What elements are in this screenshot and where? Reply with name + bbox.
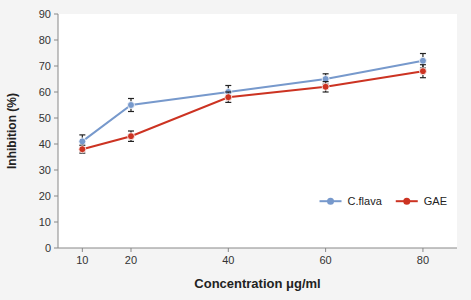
chart: 10 20 40 60 80 0 10 20 30 40 50 60 70 80 90 Concentrati… (0, 0, 471, 300)
y-tick-label: 50 (39, 112, 51, 124)
error-bar-cap (323, 81, 329, 82)
y-tick (54, 118, 58, 119)
error-bar-cap (225, 91, 231, 92)
legend-marker (403, 198, 410, 205)
x-tick-label: 40 (222, 254, 234, 266)
y-tick-label: 20 (39, 190, 51, 202)
y-tick (54, 40, 58, 41)
error-bar (128, 99, 134, 112)
y-tick (54, 222, 58, 223)
x-tick (130, 248, 131, 252)
y-tick (54, 248, 58, 249)
error-bar-cap (420, 64, 426, 65)
plot-area (58, 14, 457, 248)
y-axis-line (58, 14, 59, 248)
y-tick-label: 30 (39, 164, 51, 176)
error-bar-cap (79, 134, 85, 135)
x-tick (325, 248, 326, 252)
error-bar (323, 82, 329, 92)
point (127, 133, 134, 140)
error-bar-cap (128, 141, 134, 142)
x-tick-label: 60 (319, 254, 331, 266)
point (419, 57, 426, 64)
point (322, 83, 329, 90)
y-axis-label: Inhibition (%) (5, 93, 19, 169)
x-tick (422, 248, 423, 252)
error-bar-cap (420, 77, 426, 78)
y-tick-label: 10 (39, 216, 51, 228)
legend-item: C.flava (320, 195, 383, 207)
y-tick-label: 40 (39, 138, 51, 150)
x-tick-label: 20 (125, 254, 137, 266)
error-bar-cap (323, 91, 329, 92)
point (419, 68, 426, 75)
error-bar-cap (128, 111, 134, 112)
y-tick (54, 92, 58, 93)
x-axis-label: Concentration μg/ml (194, 276, 320, 291)
series-line (82, 61, 423, 142)
legend-marker (327, 198, 334, 205)
error-bar (79, 145, 85, 153)
y-tick (54, 144, 58, 145)
error-bar-cap (128, 98, 134, 99)
point (225, 94, 232, 101)
legend-label: C.flava (348, 195, 383, 207)
marks (79, 54, 427, 154)
y-tick-label: 0 (45, 242, 51, 254)
x-axis-line (58, 248, 457, 249)
legend: C.flava GAE (320, 195, 447, 207)
error-bar-cap (225, 85, 231, 86)
error-bar-cap (420, 53, 426, 54)
legend-item: GAE (396, 195, 447, 207)
error-bar (420, 65, 426, 78)
y-tick (54, 66, 58, 67)
y-tick-label: 70 (39, 60, 51, 72)
y-tick (54, 196, 58, 197)
y-tick-label: 90 (39, 8, 51, 20)
legend-label: GAE (424, 195, 447, 207)
y-tick (54, 170, 58, 171)
point (79, 146, 86, 153)
point (127, 102, 134, 109)
y-tick-label: 60 (39, 86, 51, 98)
y-tick-label: 80 (39, 34, 51, 46)
error-bar (225, 92, 231, 102)
point (322, 76, 329, 83)
point (79, 138, 86, 145)
x-tick (82, 248, 83, 252)
x-tick-label: 80 (417, 254, 429, 266)
error-bar-cap (128, 130, 134, 131)
error-bar-cap (225, 102, 231, 103)
error-bar-cap (323, 73, 329, 74)
background (0, 0, 471, 300)
error-bar (128, 131, 134, 141)
x-tick-label: 10 (76, 254, 88, 266)
y-tick (54, 14, 58, 15)
x-tick (228, 248, 229, 252)
series-line (82, 71, 423, 149)
